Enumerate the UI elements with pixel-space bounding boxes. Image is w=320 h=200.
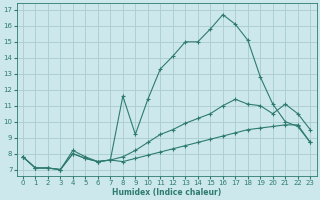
X-axis label: Humidex (Indice chaleur): Humidex (Indice chaleur) bbox=[112, 188, 221, 197]
